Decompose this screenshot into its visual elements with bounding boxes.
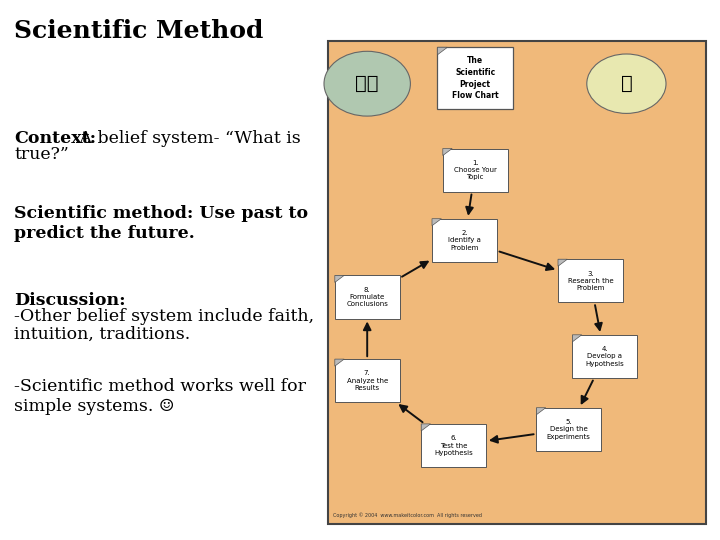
FancyBboxPatch shape (438, 47, 513, 109)
Text: The
Scientific
Project
Flow Chart: The Scientific Project Flow Chart (452, 56, 498, 100)
Text: 7.
Analyze the
Results: 7. Analyze the Results (346, 370, 388, 391)
Text: -Other belief system include faith,: -Other belief system include faith, (14, 308, 315, 326)
FancyBboxPatch shape (328, 40, 706, 524)
Polygon shape (558, 259, 567, 266)
Text: 6.
Test the
Hypothesis: 6. Test the Hypothesis (434, 435, 473, 456)
Polygon shape (335, 275, 344, 282)
FancyBboxPatch shape (421, 424, 486, 467)
Text: 5.
Design the
Experiments: 5. Design the Experiments (547, 419, 590, 440)
Text: -Scientific method works well for
simple systems. ☺: -Scientific method works well for simple… (14, 378, 307, 415)
Polygon shape (438, 47, 448, 55)
Text: 4.
Develop a
Hypothesis: 4. Develop a Hypothesis (585, 346, 624, 367)
Text: 2.
Identify a
Problem: 2. Identify a Problem (448, 230, 481, 251)
Text: 💡: 💡 (621, 74, 632, 93)
Polygon shape (421, 424, 431, 431)
Text: Copyright © 2004  www.makeitcolor.com  All rights reserved: Copyright © 2004 www.makeitcolor.com All… (333, 513, 482, 518)
Text: true?”: true?” (14, 146, 69, 164)
FancyBboxPatch shape (536, 408, 601, 451)
FancyBboxPatch shape (558, 259, 623, 302)
FancyBboxPatch shape (335, 359, 400, 402)
Text: 3.
Research the
Problem: 3. Research the Problem (567, 271, 613, 291)
FancyBboxPatch shape (335, 275, 400, 319)
Text: Scientific Method: Scientific Method (14, 19, 264, 43)
Text: 8.
Formulate
Conclusions: 8. Formulate Conclusions (346, 287, 388, 307)
Polygon shape (432, 219, 441, 226)
FancyBboxPatch shape (572, 335, 637, 378)
Polygon shape (572, 335, 582, 342)
Circle shape (587, 54, 666, 113)
Circle shape (324, 51, 410, 116)
FancyBboxPatch shape (432, 219, 497, 262)
Text: Discussion:: Discussion: (14, 292, 126, 308)
Polygon shape (536, 408, 546, 415)
Polygon shape (443, 148, 452, 156)
Polygon shape (335, 359, 344, 366)
Text: A belief system- “What is: A belief system- “What is (74, 130, 301, 146)
Text: Scientific method: Use past to
predict the future.: Scientific method: Use past to predict t… (14, 205, 309, 242)
FancyBboxPatch shape (443, 148, 508, 192)
Text: 👨‍🔬: 👨‍🔬 (356, 74, 379, 93)
Text: Context:: Context: (14, 130, 96, 146)
Text: intuition, traditions.: intuition, traditions. (14, 325, 191, 342)
Text: 1.
Choose Your
Topic: 1. Choose Your Topic (454, 160, 497, 180)
